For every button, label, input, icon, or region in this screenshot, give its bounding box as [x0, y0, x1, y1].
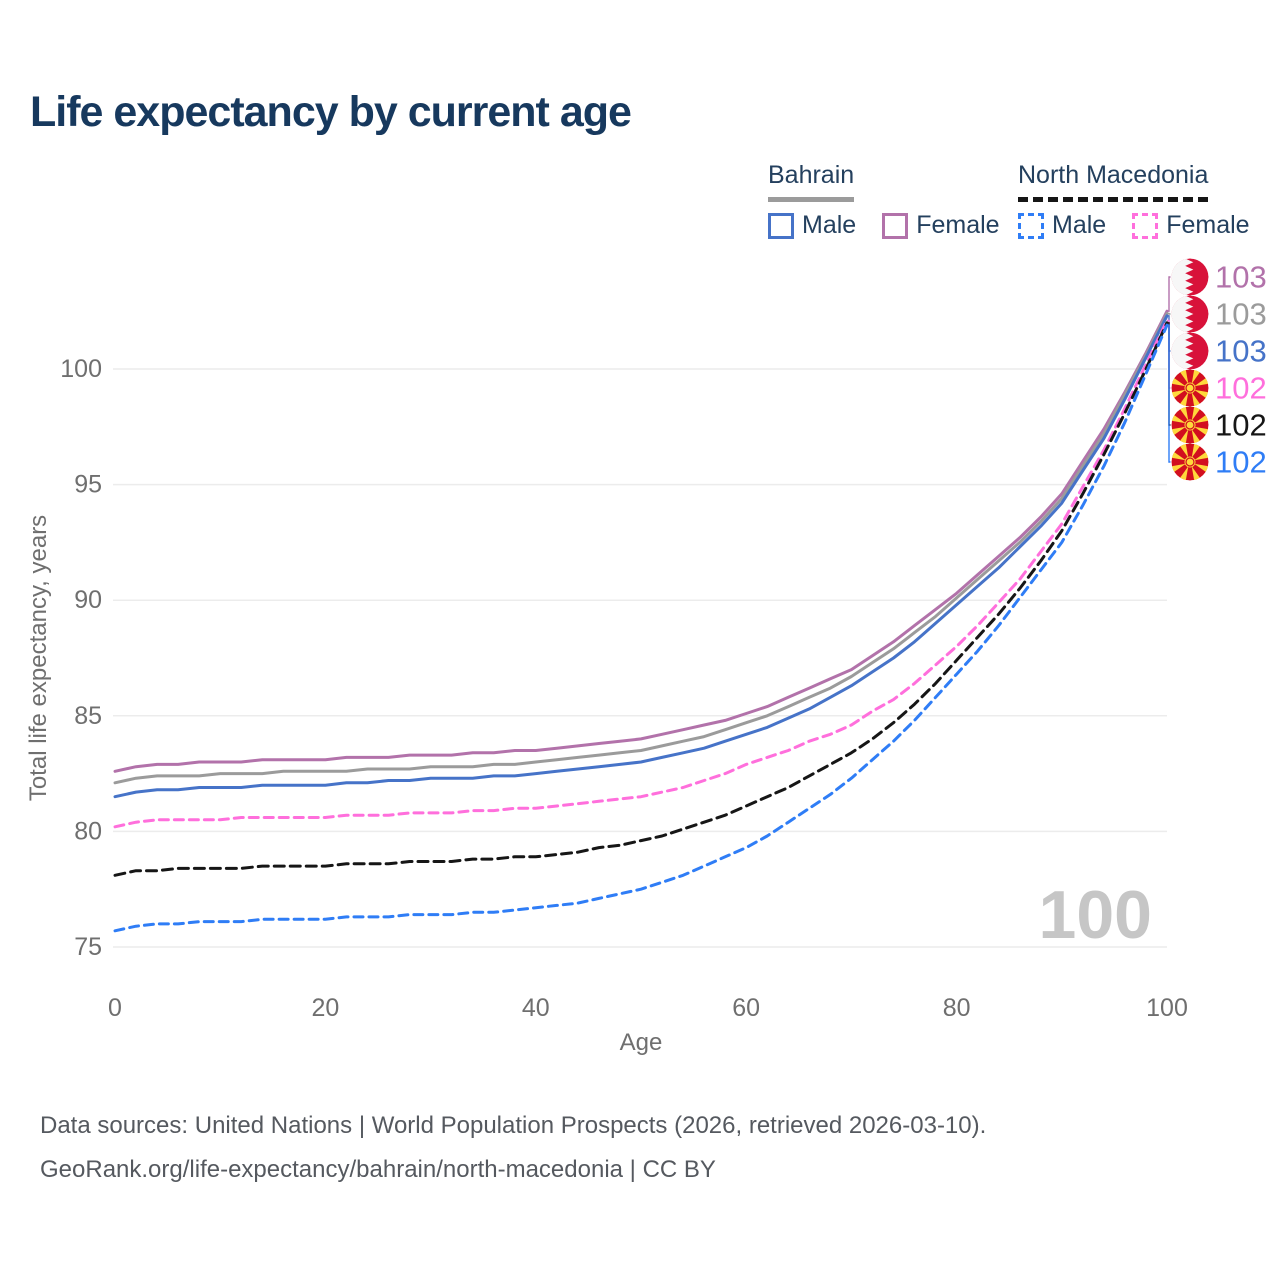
age-watermark: 100	[1039, 877, 1152, 953]
legend-country-bahrain[interactable]: Bahrain	[768, 161, 855, 202]
series-line-bahrain-female	[113, 309, 1169, 773]
x-axis-title: Age	[620, 1029, 663, 1056]
legend-label: Female	[1166, 211, 1250, 239]
x-tick-label: 20	[311, 994, 339, 1022]
north-macedonia-male-swatch-icon	[1018, 212, 1044, 239]
legend-item-bahrain-male[interactable]: Male	[768, 211, 856, 240]
bahrain-flag-icon	[1171, 295, 1209, 333]
data-source-line: Data sources: United Nations | World Pop…	[40, 1112, 987, 1139]
legend-group-bahrain: Bahrain Male Female	[768, 161, 1000, 240]
x-tick-label: 60	[732, 994, 760, 1022]
x-tick-label: 80	[943, 994, 971, 1022]
series-line-north-macedonia-female	[113, 318, 1169, 829]
y-tick-label: 75	[74, 933, 102, 961]
legend-item-bahrain-female[interactable]: Female	[882, 211, 1000, 240]
end-value-label-bahrain: 103	[1215, 297, 1267, 332]
series-line-bahrain-male	[113, 314, 1169, 799]
legend-label: Female	[916, 211, 1000, 239]
x-tick-label: 100	[1146, 994, 1188, 1022]
attribution-line: GeoRank.org/life-expectancy/bahrain/nort…	[40, 1156, 716, 1183]
page-title: Life expectancy by current age	[30, 88, 632, 136]
chart-footer: Data sources: United Nations | World Pop…	[40, 1104, 986, 1192]
end-value-label-north-macedonia-male: 102	[1215, 445, 1267, 480]
y-axis-title: Total life expectancy, years	[25, 515, 52, 801]
end-label-leader-line	[1167, 312, 1171, 315]
y-tick-label: 80	[74, 817, 102, 845]
bahrain-flag-icon	[1171, 258, 1209, 296]
north-macedonia-flag-icon	[1171, 369, 1209, 407]
x-tick-label: 40	[522, 994, 550, 1022]
north-macedonia-flag-icon	[1171, 406, 1209, 444]
series-line-north-macedonia-male	[113, 323, 1169, 933]
series-line-bahrain	[113, 312, 1169, 785]
end-value-label-north-macedonia: 102	[1215, 408, 1267, 443]
series-line-north-macedonia	[113, 321, 1169, 877]
legend-group-north-macedonia: North Macedonia Male Female	[1018, 161, 1250, 240]
end-value-label-bahrain-male: 103	[1215, 334, 1267, 369]
bahrain-male-swatch-icon	[768, 212, 794, 239]
end-value-label-north-macedonia-female: 102	[1215, 371, 1267, 406]
north-macedonia-flag-icon	[1171, 443, 1209, 481]
y-tick-label: 90	[74, 586, 102, 614]
legend-label: Male	[802, 211, 857, 239]
legend-label: Male	[1052, 211, 1107, 239]
y-tick-label: 95	[74, 471, 102, 499]
legend-item-north-macedonia-male[interactable]: Male	[1018, 211, 1106, 240]
x-tick-label: 0	[108, 994, 122, 1022]
end-label-leader-line	[1167, 324, 1171, 463]
north-macedonia-female-swatch-icon	[1132, 212, 1159, 239]
end-label-leader-line	[1167, 276, 1171, 312]
legend-country-north-macedonia[interactable]: North Macedonia	[1018, 161, 1209, 202]
end-value-label-bahrain-female: 103	[1215, 260, 1267, 295]
bahrain-flag-icon	[1171, 332, 1209, 370]
bahrain-female-swatch-icon	[882, 212, 909, 239]
y-tick-label: 100	[60, 355, 102, 383]
legend-item-north-macedonia-female[interactable]: Female	[1132, 211, 1250, 240]
y-tick-label: 85	[74, 702, 102, 730]
